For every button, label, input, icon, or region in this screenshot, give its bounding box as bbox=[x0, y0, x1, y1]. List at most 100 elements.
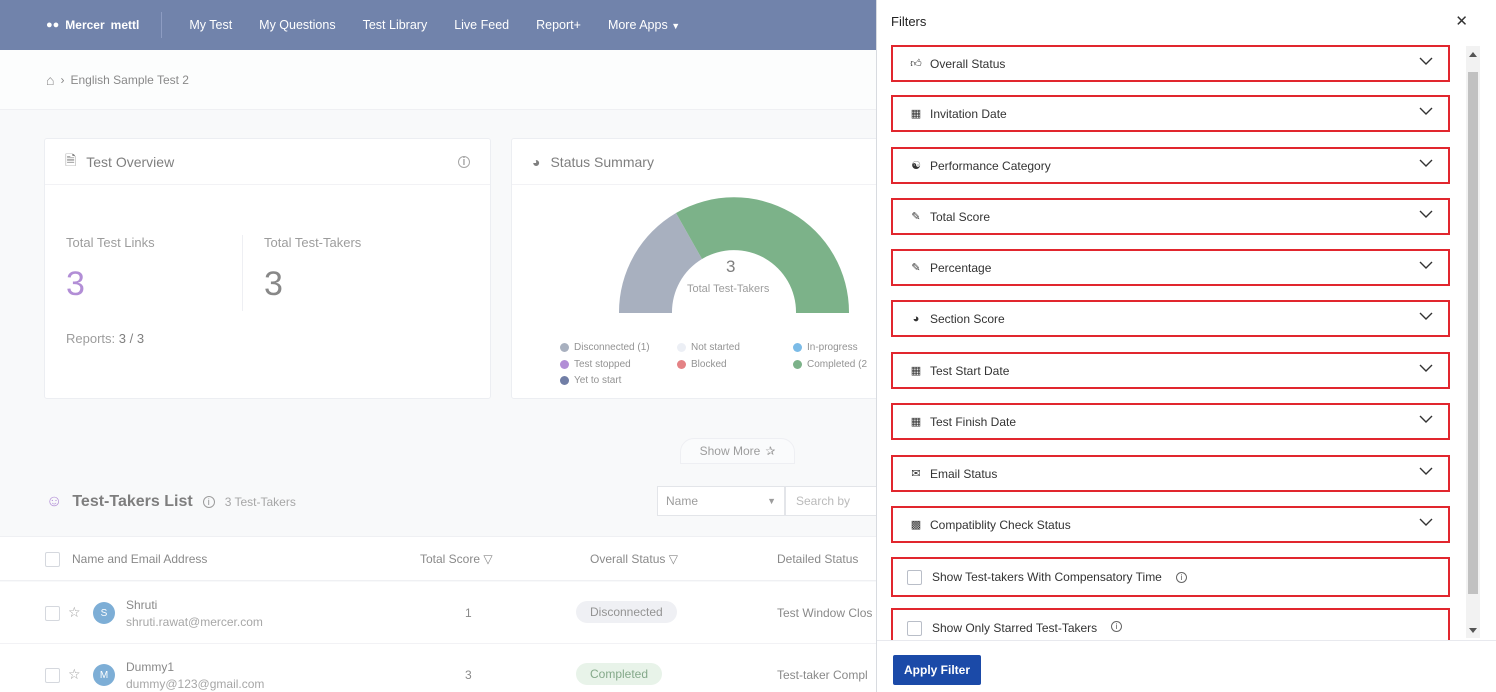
starred-only-option[interactable]: Show Only Starred Test-Takers i bbox=[891, 608, 1450, 640]
filter-overall-status[interactable]: 👍︎ Overall Status bbox=[891, 45, 1450, 82]
legend-label: Not started bbox=[691, 342, 740, 353]
chevron-down-icon bbox=[1419, 210, 1433, 218]
legend-dot bbox=[793, 343, 802, 352]
pie-chart-icon: ◕ bbox=[912, 312, 920, 325]
row-detail: Test-taker Compl bbox=[777, 668, 868, 682]
status-badge: Disconnected bbox=[576, 601, 677, 623]
starred-only-checkbox[interactable] bbox=[907, 621, 922, 636]
row-checkbox[interactable] bbox=[45, 606, 60, 621]
top-navbar: ●● Mercer mettl My Test My Questions Tes… bbox=[0, 0, 876, 50]
legend-dot bbox=[560, 343, 569, 352]
status-badge: Completed bbox=[576, 663, 663, 685]
row-email: dummy@123@gmail.com bbox=[126, 677, 265, 691]
legend-disconnected: Disconnected (1) bbox=[560, 342, 650, 353]
filter-email-status[interactable]: ✉ Email Status bbox=[891, 455, 1450, 492]
col-overall-status-label: Overall Status bbox=[590, 552, 666, 566]
legend-in-progress: In-progress bbox=[793, 342, 858, 353]
breadcrumb-current: English Sample Test 2 bbox=[70, 72, 189, 87]
filters-scrollbar[interactable] bbox=[1466, 46, 1480, 638]
legend-dot bbox=[560, 360, 569, 369]
chevron-down-icon bbox=[1419, 107, 1433, 115]
reports-value: 3 / 3 bbox=[118, 331, 145, 346]
brand-logo[interactable]: ●● Mercer mettl bbox=[46, 12, 163, 38]
info-icon[interactable]: i bbox=[202, 496, 215, 508]
table-header: Name and Email Address Total Score ▽ Ove… bbox=[0, 536, 876, 581]
info-icon[interactable]: i bbox=[1175, 571, 1187, 583]
filters-header: Filters ✕ bbox=[877, 0, 1496, 42]
check-label: Show Test-takers With Compensatory Time bbox=[932, 570, 1162, 584]
donut-segment-completed bbox=[676, 197, 850, 313]
pencil-icon: ✎ bbox=[911, 211, 921, 223]
calendar-icon: ▦ bbox=[910, 108, 922, 120]
chevron-right-icon: › bbox=[60, 72, 65, 87]
filter-performance-category[interactable]: ☯ Performance Category bbox=[891, 147, 1450, 184]
table-row[interactable]: ☆ S Shruti shruti.rawat@mercer.com 1 Dis… bbox=[0, 582, 876, 644]
reports-label-text: Reports: bbox=[66, 331, 116, 346]
donut-center-value: 3 bbox=[726, 257, 736, 276]
compensatory-time-option[interactable]: Show Test-takers With Compensatory Time … bbox=[891, 557, 1450, 597]
breadcrumb: ⌂ › English Sample Test 2 bbox=[0, 50, 876, 110]
info-icon[interactable]: i bbox=[1111, 621, 1123, 632]
info-icon[interactable]: i bbox=[458, 155, 470, 168]
pencil-icon: ✎ bbox=[911, 262, 921, 274]
scroll-down-arrow[interactable] bbox=[1469, 628, 1477, 633]
col-overall-status[interactable]: Overall Status ▽ bbox=[590, 552, 678, 566]
pin-icon: ✰ bbox=[765, 444, 776, 458]
filter-test-start-date[interactable]: ▦ Test Start Date bbox=[891, 352, 1450, 389]
home-icon[interactable]: ⌂ bbox=[46, 71, 55, 88]
modal-overlay[interactable] bbox=[0, 0, 876, 692]
legend-label: Disconnected (1) bbox=[574, 342, 650, 353]
scroll-thumb[interactable] bbox=[1468, 72, 1478, 594]
select-all-checkbox[interactable] bbox=[45, 552, 60, 567]
users-icon: ☯ bbox=[911, 160, 921, 172]
apply-filter-button[interactable]: Apply Filter bbox=[893, 655, 982, 685]
nav-my-questions[interactable]: My Questions bbox=[259, 18, 336, 32]
nav-test-library[interactable]: Test Library bbox=[362, 18, 428, 32]
legend-yet-to-start: Yet to start bbox=[560, 375, 621, 386]
col-total-score[interactable]: Total Score ▽ bbox=[420, 552, 493, 566]
col-total-score-label: Total Score bbox=[420, 552, 481, 566]
brand-sub: mettl bbox=[110, 18, 140, 32]
filter-label: Invitation Date bbox=[930, 106, 1007, 121]
users-icon: ☺ bbox=[46, 493, 63, 510]
filters-footer: Apply Filter bbox=[877, 640, 1496, 692]
mercer-logo-icon: ●● bbox=[46, 19, 60, 31]
filter-percentage[interactable]: ✎ Percentage bbox=[891, 249, 1450, 286]
row-checkbox[interactable] bbox=[45, 668, 60, 683]
legend-dot bbox=[560, 376, 569, 385]
search-field-select[interactable]: Name ▼ bbox=[657, 486, 785, 516]
filter-total-score[interactable]: ✎ Total Score bbox=[891, 198, 1450, 235]
scroll-up-arrow[interactable] bbox=[1469, 52, 1477, 57]
filter-test-finish-date[interactable]: ▦ Test Finish Date bbox=[891, 403, 1450, 440]
close-icon[interactable]: ✕ bbox=[1455, 13, 1468, 30]
main-app: ●● Mercer mettl My Test My Questions Tes… bbox=[0, 0, 876, 692]
filter-section-score[interactable]: ◕ Section Score bbox=[891, 300, 1450, 337]
nav-report-plus[interactable]: Report+ bbox=[536, 18, 581, 32]
chevron-down-icon bbox=[1419, 159, 1433, 167]
nav-live-feed[interactable]: Live Feed bbox=[454, 18, 510, 32]
filters-panel: Filters ✕ 👍︎ Overall Status ▦ Invitation… bbox=[876, 0, 1496, 692]
show-more-label: Show More bbox=[699, 444, 761, 458]
star-icon[interactable]: ☆ bbox=[68, 666, 81, 682]
search-placeholder: Search by bbox=[796, 494, 851, 508]
list-title: Test-Takers List bbox=[72, 493, 193, 510]
star-icon[interactable]: ☆ bbox=[68, 604, 81, 620]
caret-down-icon: ▼ bbox=[767, 496, 776, 506]
table-row[interactable]: ☆ M Dummy1 dummy@123@gmail.com 3 Complet… bbox=[0, 644, 876, 692]
list-count: 3 Test-Takers bbox=[224, 495, 296, 509]
legend-dot bbox=[677, 360, 686, 369]
avatar: M bbox=[93, 664, 115, 686]
show-more-button[interactable]: Show More ✰ bbox=[680, 438, 795, 464]
nav-my-test[interactable]: My Test bbox=[189, 18, 233, 32]
compensatory-time-checkbox[interactable] bbox=[907, 569, 922, 585]
chevron-down-icon bbox=[1419, 415, 1433, 423]
col-detailed-status: Detailed Status bbox=[777, 552, 859, 566]
filter-label: Total Score bbox=[930, 209, 991, 224]
chevron-down-icon bbox=[1419, 57, 1433, 65]
document-icon: 🗎 bbox=[65, 151, 77, 168]
search-input[interactable]: Search by bbox=[785, 486, 876, 516]
filter-compatibility-check-status[interactable]: ▩ Compatiblity Check Status bbox=[891, 506, 1450, 543]
brand-name: Mercer bbox=[65, 18, 105, 32]
filter-invitation-date[interactable]: ▦ Invitation Date bbox=[891, 95, 1450, 132]
nav-more-apps[interactable]: More Apps ▼ bbox=[608, 18, 680, 32]
